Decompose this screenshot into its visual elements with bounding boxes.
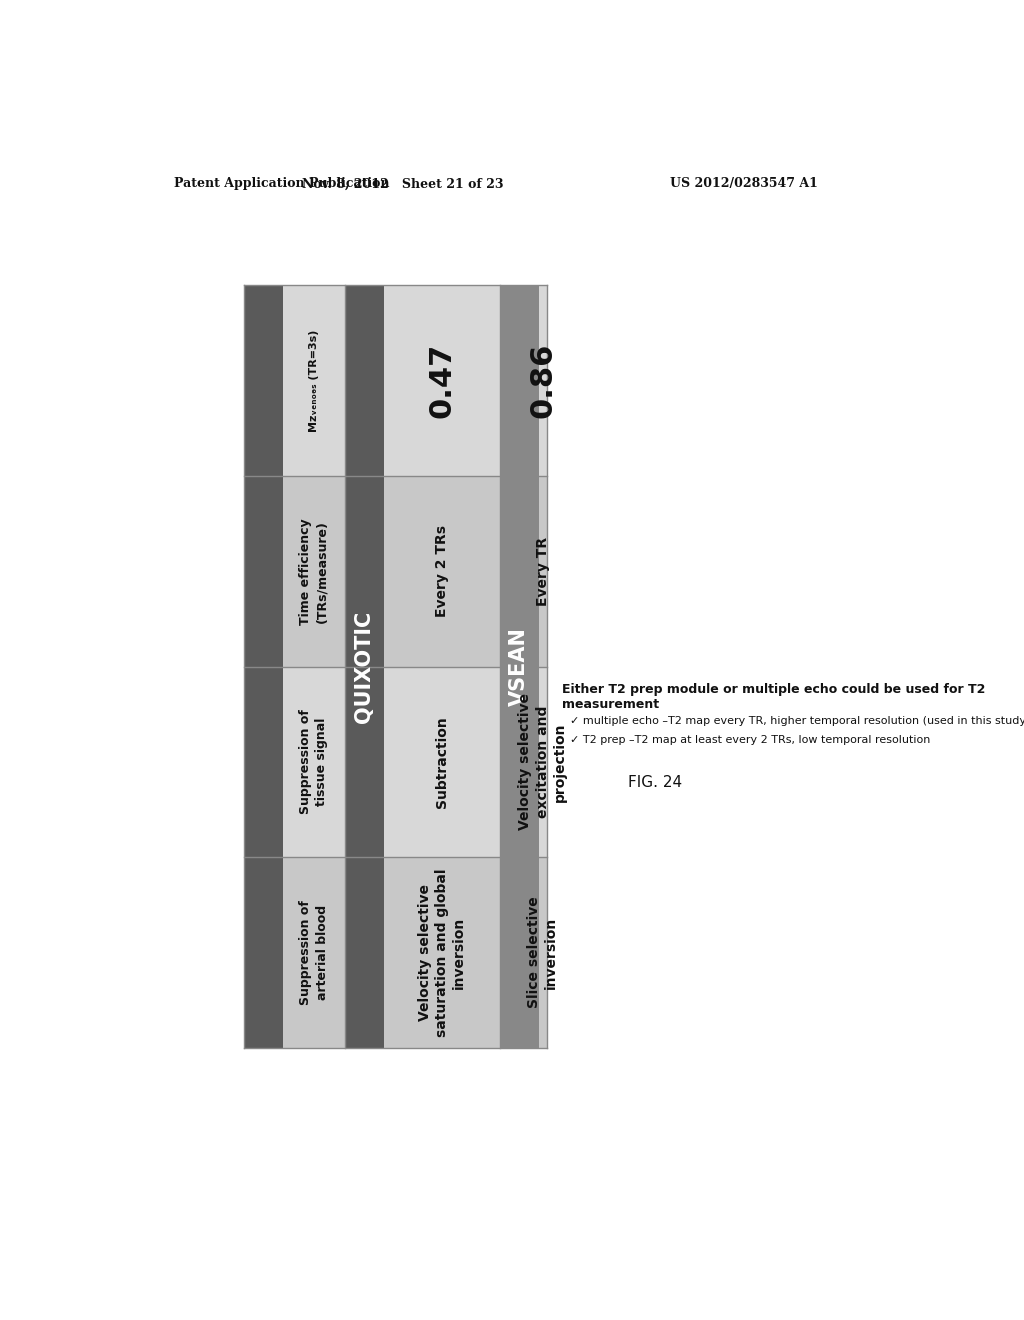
Bar	[245, 477, 345, 667]
Bar	[345, 477, 384, 667]
Bar	[345, 667, 500, 857]
Text: ✓ multiple echo –T2 map every TR, higher temporal resolution (used in this study: ✓ multiple echo –T2 map every TR, higher…	[569, 715, 1024, 726]
Bar	[245, 857, 345, 1048]
Text: 0.86: 0.86	[528, 343, 557, 418]
Text: Subtraction: Subtraction	[435, 715, 449, 808]
Bar	[245, 477, 283, 667]
Text: FIG. 24: FIG. 24	[628, 775, 682, 789]
Text: Nov. 8, 2012   Sheet 21 of 23: Nov. 8, 2012 Sheet 21 of 23	[302, 177, 504, 190]
Text: Patent Application Publication: Patent Application Publication	[174, 177, 390, 190]
Bar	[500, 285, 547, 477]
Text: Velocity selective
excitation and
projection: Velocity selective excitation and projec…	[518, 693, 567, 830]
Bar	[500, 857, 547, 1048]
Bar	[345, 857, 500, 1048]
Bar	[245, 285, 283, 477]
Text: Every TR: Every TR	[536, 537, 550, 606]
Bar	[500, 477, 539, 667]
Text: Velocity selective
saturation and global
inversion: Velocity selective saturation and global…	[418, 869, 466, 1036]
Text: VSEAN: VSEAN	[509, 627, 529, 706]
Bar	[500, 667, 539, 857]
Bar	[345, 285, 384, 477]
Text: Time efficiency
(TRs/measure): Time efficiency (TRs/measure)	[299, 517, 329, 624]
Bar	[345, 477, 500, 667]
Bar	[245, 667, 283, 857]
Text: Suppression of
arterial blood: Suppression of arterial blood	[299, 900, 329, 1005]
Text: Slice selective
inversion: Slice selective inversion	[527, 896, 558, 1008]
Text: US 2012/0283547 A1: US 2012/0283547 A1	[671, 177, 818, 190]
Text: Every 2 TRs: Every 2 TRs	[435, 525, 449, 618]
Bar	[245, 857, 283, 1048]
Text: Mzᵥₑₙₒₔₛ (TR=3s): Mzᵥₑₙₒₔₛ (TR=3s)	[309, 330, 319, 432]
Bar	[345, 667, 384, 857]
Text: QUIXOTIC: QUIXOTIC	[354, 610, 375, 723]
Bar	[500, 285, 539, 477]
Bar	[500, 857, 539, 1048]
Text: Either T2 prep module or multiple echo could be used for T2 measurement: Either T2 prep module or multiple echo c…	[562, 684, 985, 711]
Text: 0.47: 0.47	[427, 343, 457, 418]
Bar	[245, 285, 345, 477]
Bar	[345, 285, 500, 477]
Text: Suppression of
tissue signal: Suppression of tissue signal	[299, 709, 329, 814]
Bar	[345, 857, 384, 1048]
Bar	[500, 477, 547, 667]
Bar	[245, 667, 345, 857]
Bar	[500, 667, 547, 857]
Text: ✓ T2 prep –T2 map at least every 2 TRs, low temporal resolution: ✓ T2 prep –T2 map at least every 2 TRs, …	[569, 735, 930, 744]
